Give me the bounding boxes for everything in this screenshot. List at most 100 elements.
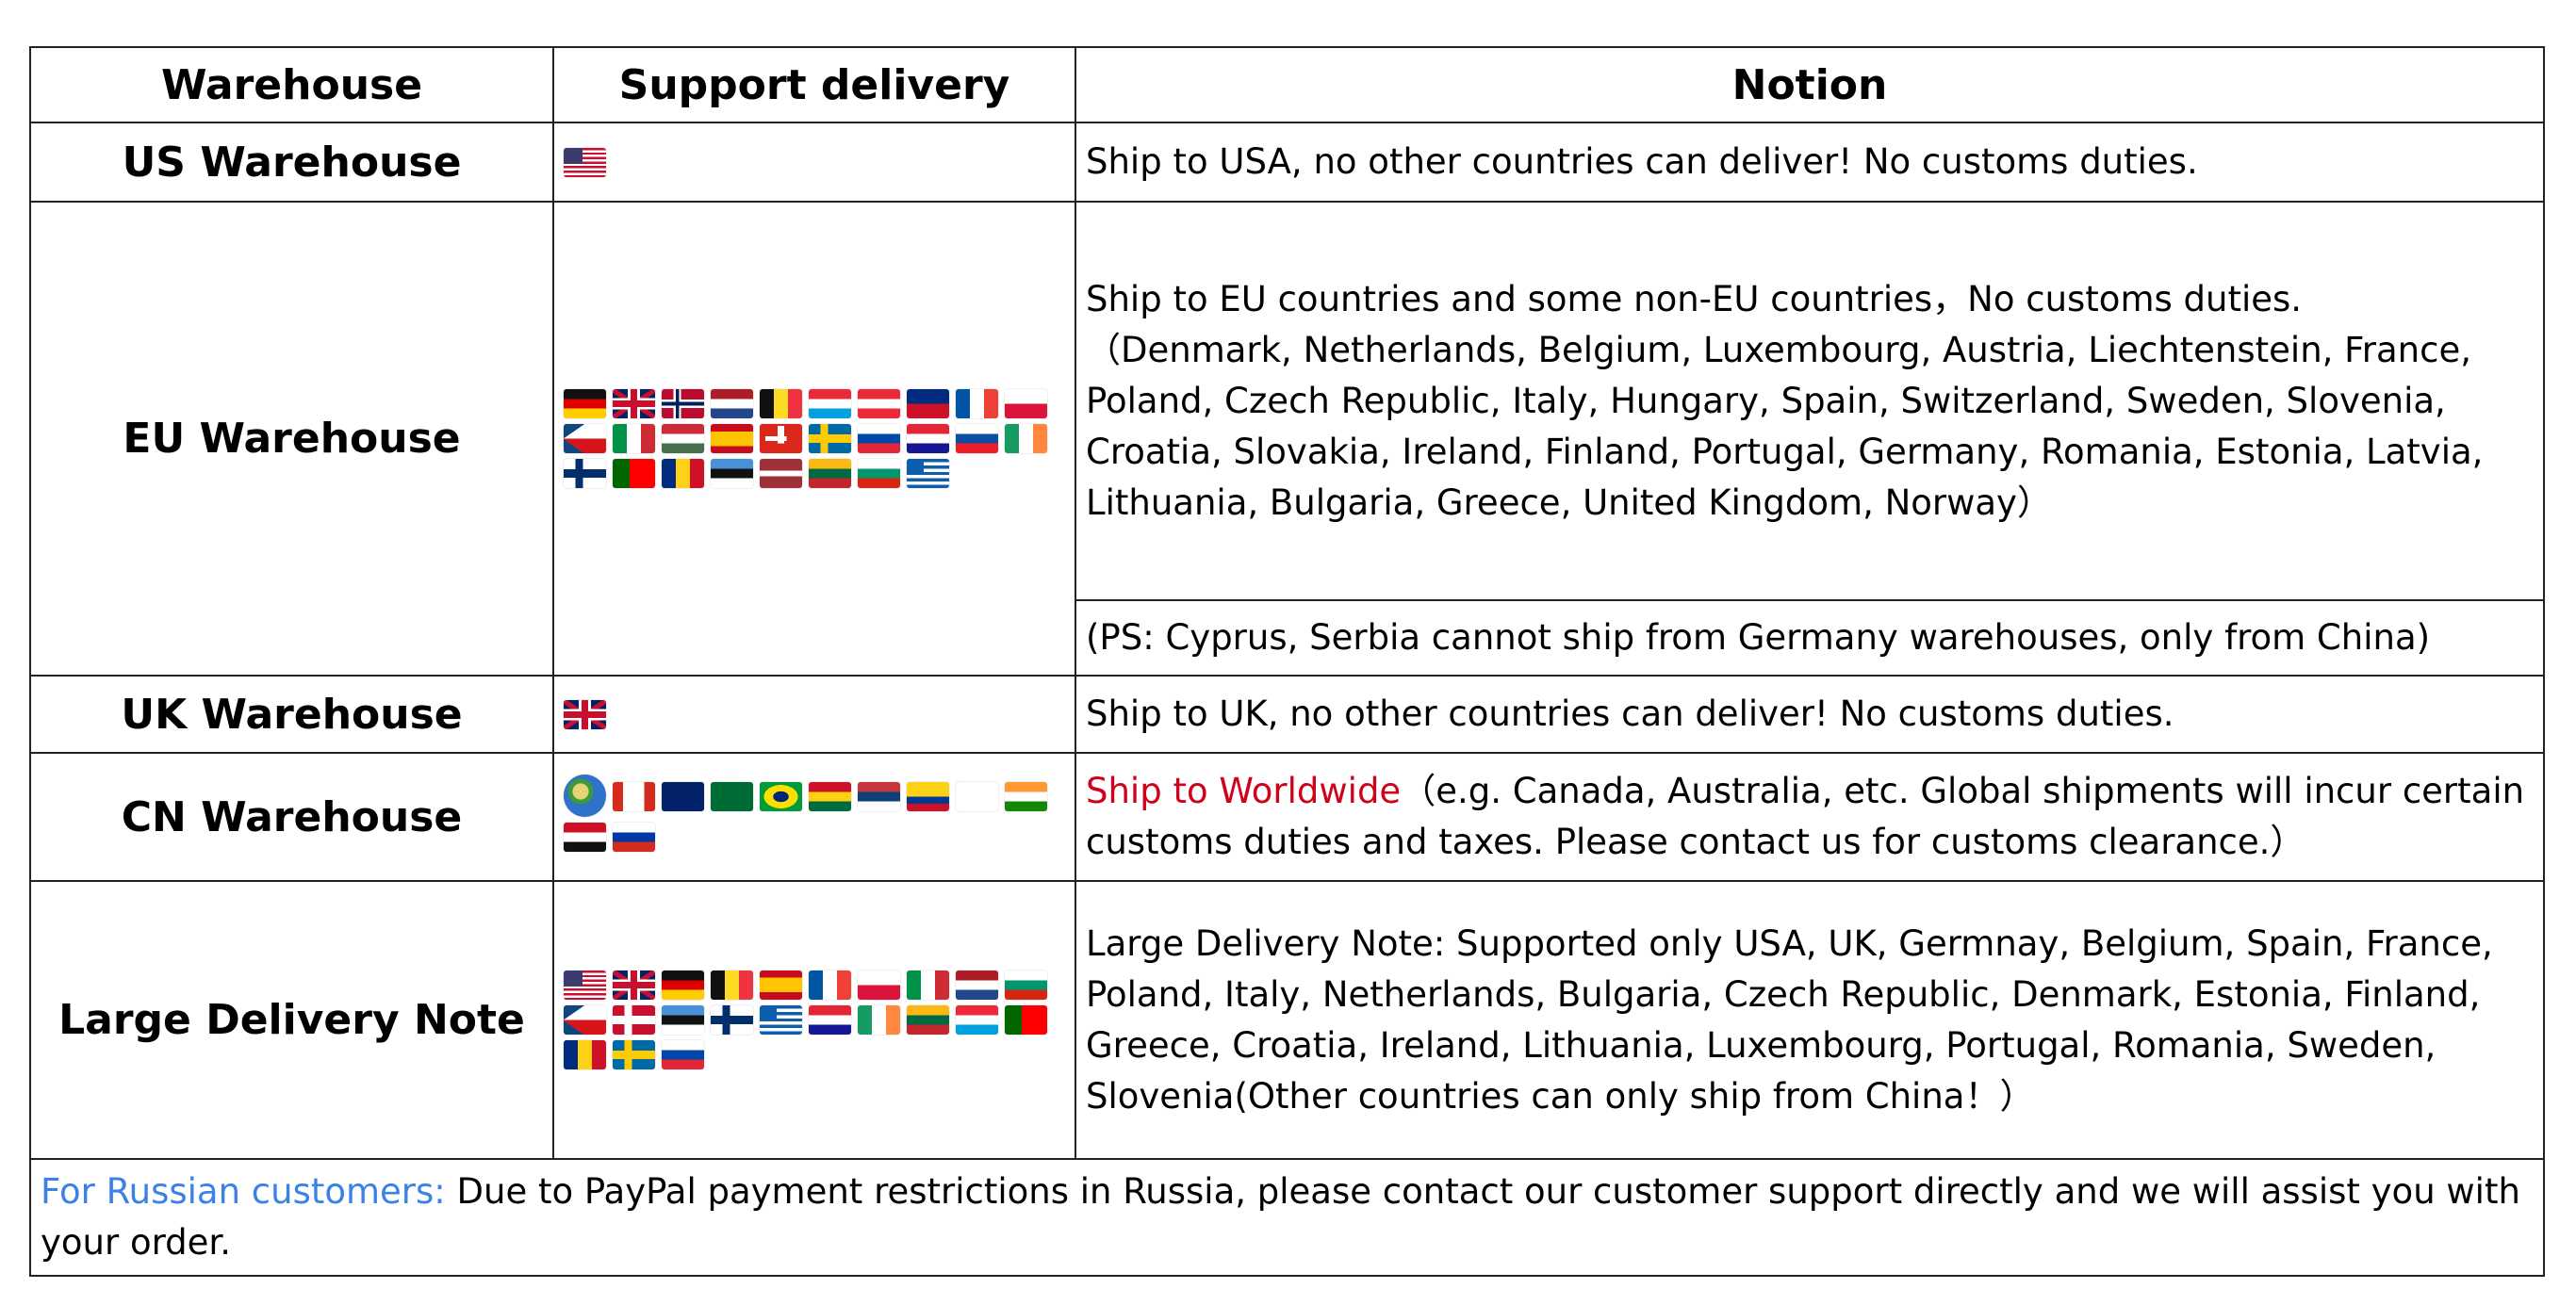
flag-de-icon [662,971,704,1000]
flag-ro-icon [662,459,704,488]
flag-br-icon [760,782,802,811]
flag-li-icon [907,389,949,418]
flag-ro-icon [564,1040,606,1069]
notion-ps: (PS: Cyprus, Serbia cannot ship from Ger… [1075,599,2545,677]
flag-fi-icon [711,1005,753,1035]
flag-se-icon [809,424,851,453]
flag-lt-icon [809,459,851,488]
flag-es-icon [711,424,753,453]
header-support-delivery: Support delivery [552,46,1076,123]
footer-text: Due to PayPal payment restrictions in Ru… [41,1171,2520,1263]
table-row-uk: UK Warehouse Ship to UK, no other countr… [29,675,2545,754]
flag-nl-icon [711,389,753,418]
flag-cz-icon [564,1005,606,1035]
flag-lt-icon [907,1005,949,1035]
flag-no-icon [662,389,704,418]
flag-fr-icon [809,971,851,1000]
flag-be-icon [760,389,802,418]
table-row-cn: CN Warehouse Ship to Worldwide（e.g. Cana… [29,752,2545,882]
flag-co-icon [907,782,949,811]
flag-hr-icon [809,1005,851,1035]
table-row-us: US Warehouse Ship to USA, no other count… [29,122,2545,203]
flag-dk-icon [613,1005,655,1035]
flag-pt-icon [1005,1005,1047,1035]
globe-icon [564,775,606,817]
flag-us-icon [564,971,606,1000]
flag-list [552,752,1076,882]
flag-ch-icon [760,424,802,453]
flag-fi-icon [564,459,606,488]
header-notion: Notion [1075,46,2545,123]
footer-row: For Russian customers: Due to PayPal pay… [29,1158,2545,1277]
flag-it-icon [907,971,949,1000]
warehouse-name: CN Warehouse [29,752,554,882]
flag-gr-icon [760,1005,802,1035]
flag-bg-icon [858,459,900,488]
notion-text: Ship to USA, no other countries can deli… [1075,122,2545,203]
flag-ie-icon [858,1005,900,1035]
notion-detail: （e.g. Canada, Australia, etc. Global shi… [1086,771,2525,862]
flag-in-icon [1005,782,1047,811]
flag-list [552,880,1076,1160]
notion-line: Ship to EU countries and some non-EU cou… [1086,278,2303,319]
flag-gh-icon [809,782,851,811]
flag-lu-icon [956,1005,998,1035]
flag-ca-icon [613,782,655,811]
warehouse-name: UK Warehouse [29,675,554,754]
flag-hr-icon [907,424,949,453]
warehouse-table: Warehouse Support delivery Notion US War… [29,46,2545,1277]
flag-gb-icon [564,699,606,729]
flag-it-icon [613,424,655,453]
flag-de-icon [564,389,606,418]
notion-country-list: （Denmark, Netherlands, Belgium, Luxembou… [1086,329,2484,523]
flag-pl-icon [858,971,900,1000]
flag-be-icon [711,971,753,1000]
flag-pl-icon [1005,389,1047,418]
flag-eg-icon [564,823,606,852]
flag-gr-icon [907,459,949,488]
worldwide-highlight: Ship to Worldwide [1086,771,1402,811]
flag-list [552,122,1076,203]
flag-cy-icon [956,782,998,811]
flag-gb-icon [613,971,655,1000]
notion-text: Ship to Worldwide（e.g. Canada, Australia… [1075,752,2545,882]
header-row: Warehouse Support delivery Notion [29,46,2545,123]
flag-si-icon [662,1040,704,1069]
flag-sk-icon [956,424,998,453]
table-row-eu-ps: (PS: Cyprus, Serbia cannot ship from Ger… [30,599,2545,677]
flag-ee-icon [662,1005,704,1035]
flag-pt-icon [613,459,655,488]
notion-text: Large Delivery Note: Supported only USA,… [1075,880,2545,1160]
flag-nl-icon [956,971,998,1000]
russia-highlight: For Russian customers: [41,1171,446,1212]
flag-se-icon [613,1040,655,1069]
flag-list [552,201,1076,677]
flag-ie-icon [1005,424,1047,453]
flag-rs-icon [858,782,900,811]
flag-cz-icon [564,424,606,453]
flag-ru-icon [613,823,655,852]
warehouse-name: US Warehouse [29,122,554,203]
warehouse-name: EU Warehouse [29,201,554,677]
flag-us-icon [564,147,606,177]
flag-lu-icon [809,389,851,418]
notion-text: Ship to UK, no other countries can deliv… [1075,675,2545,754]
header-warehouse: Warehouse [29,46,554,123]
table-row-eu: EU Warehouse Ship to EU countries and so… [29,201,2545,677]
flag-gb-icon [613,389,655,418]
flag-au-icon [662,782,704,811]
flag-es-icon [760,971,802,1000]
flag-bg-icon [1005,971,1047,1000]
table-row-large: Large Delivery Note Large Delivery Note:… [29,880,2545,1160]
footer-note: For Russian customers: Due to PayPal pay… [29,1158,2545,1277]
flag-lv-icon [760,459,802,488]
flag-list [552,675,1076,754]
flag-si-icon [858,424,900,453]
flag-fr-icon [956,389,998,418]
flag-sa-icon [711,782,753,811]
notion-text: Ship to EU countries and some non-EU cou… [1075,201,2545,601]
flag-at-icon [858,389,900,418]
warehouse-name: Large Delivery Note [29,880,554,1160]
flag-hu-icon [662,424,704,453]
flag-ee-icon [711,459,753,488]
